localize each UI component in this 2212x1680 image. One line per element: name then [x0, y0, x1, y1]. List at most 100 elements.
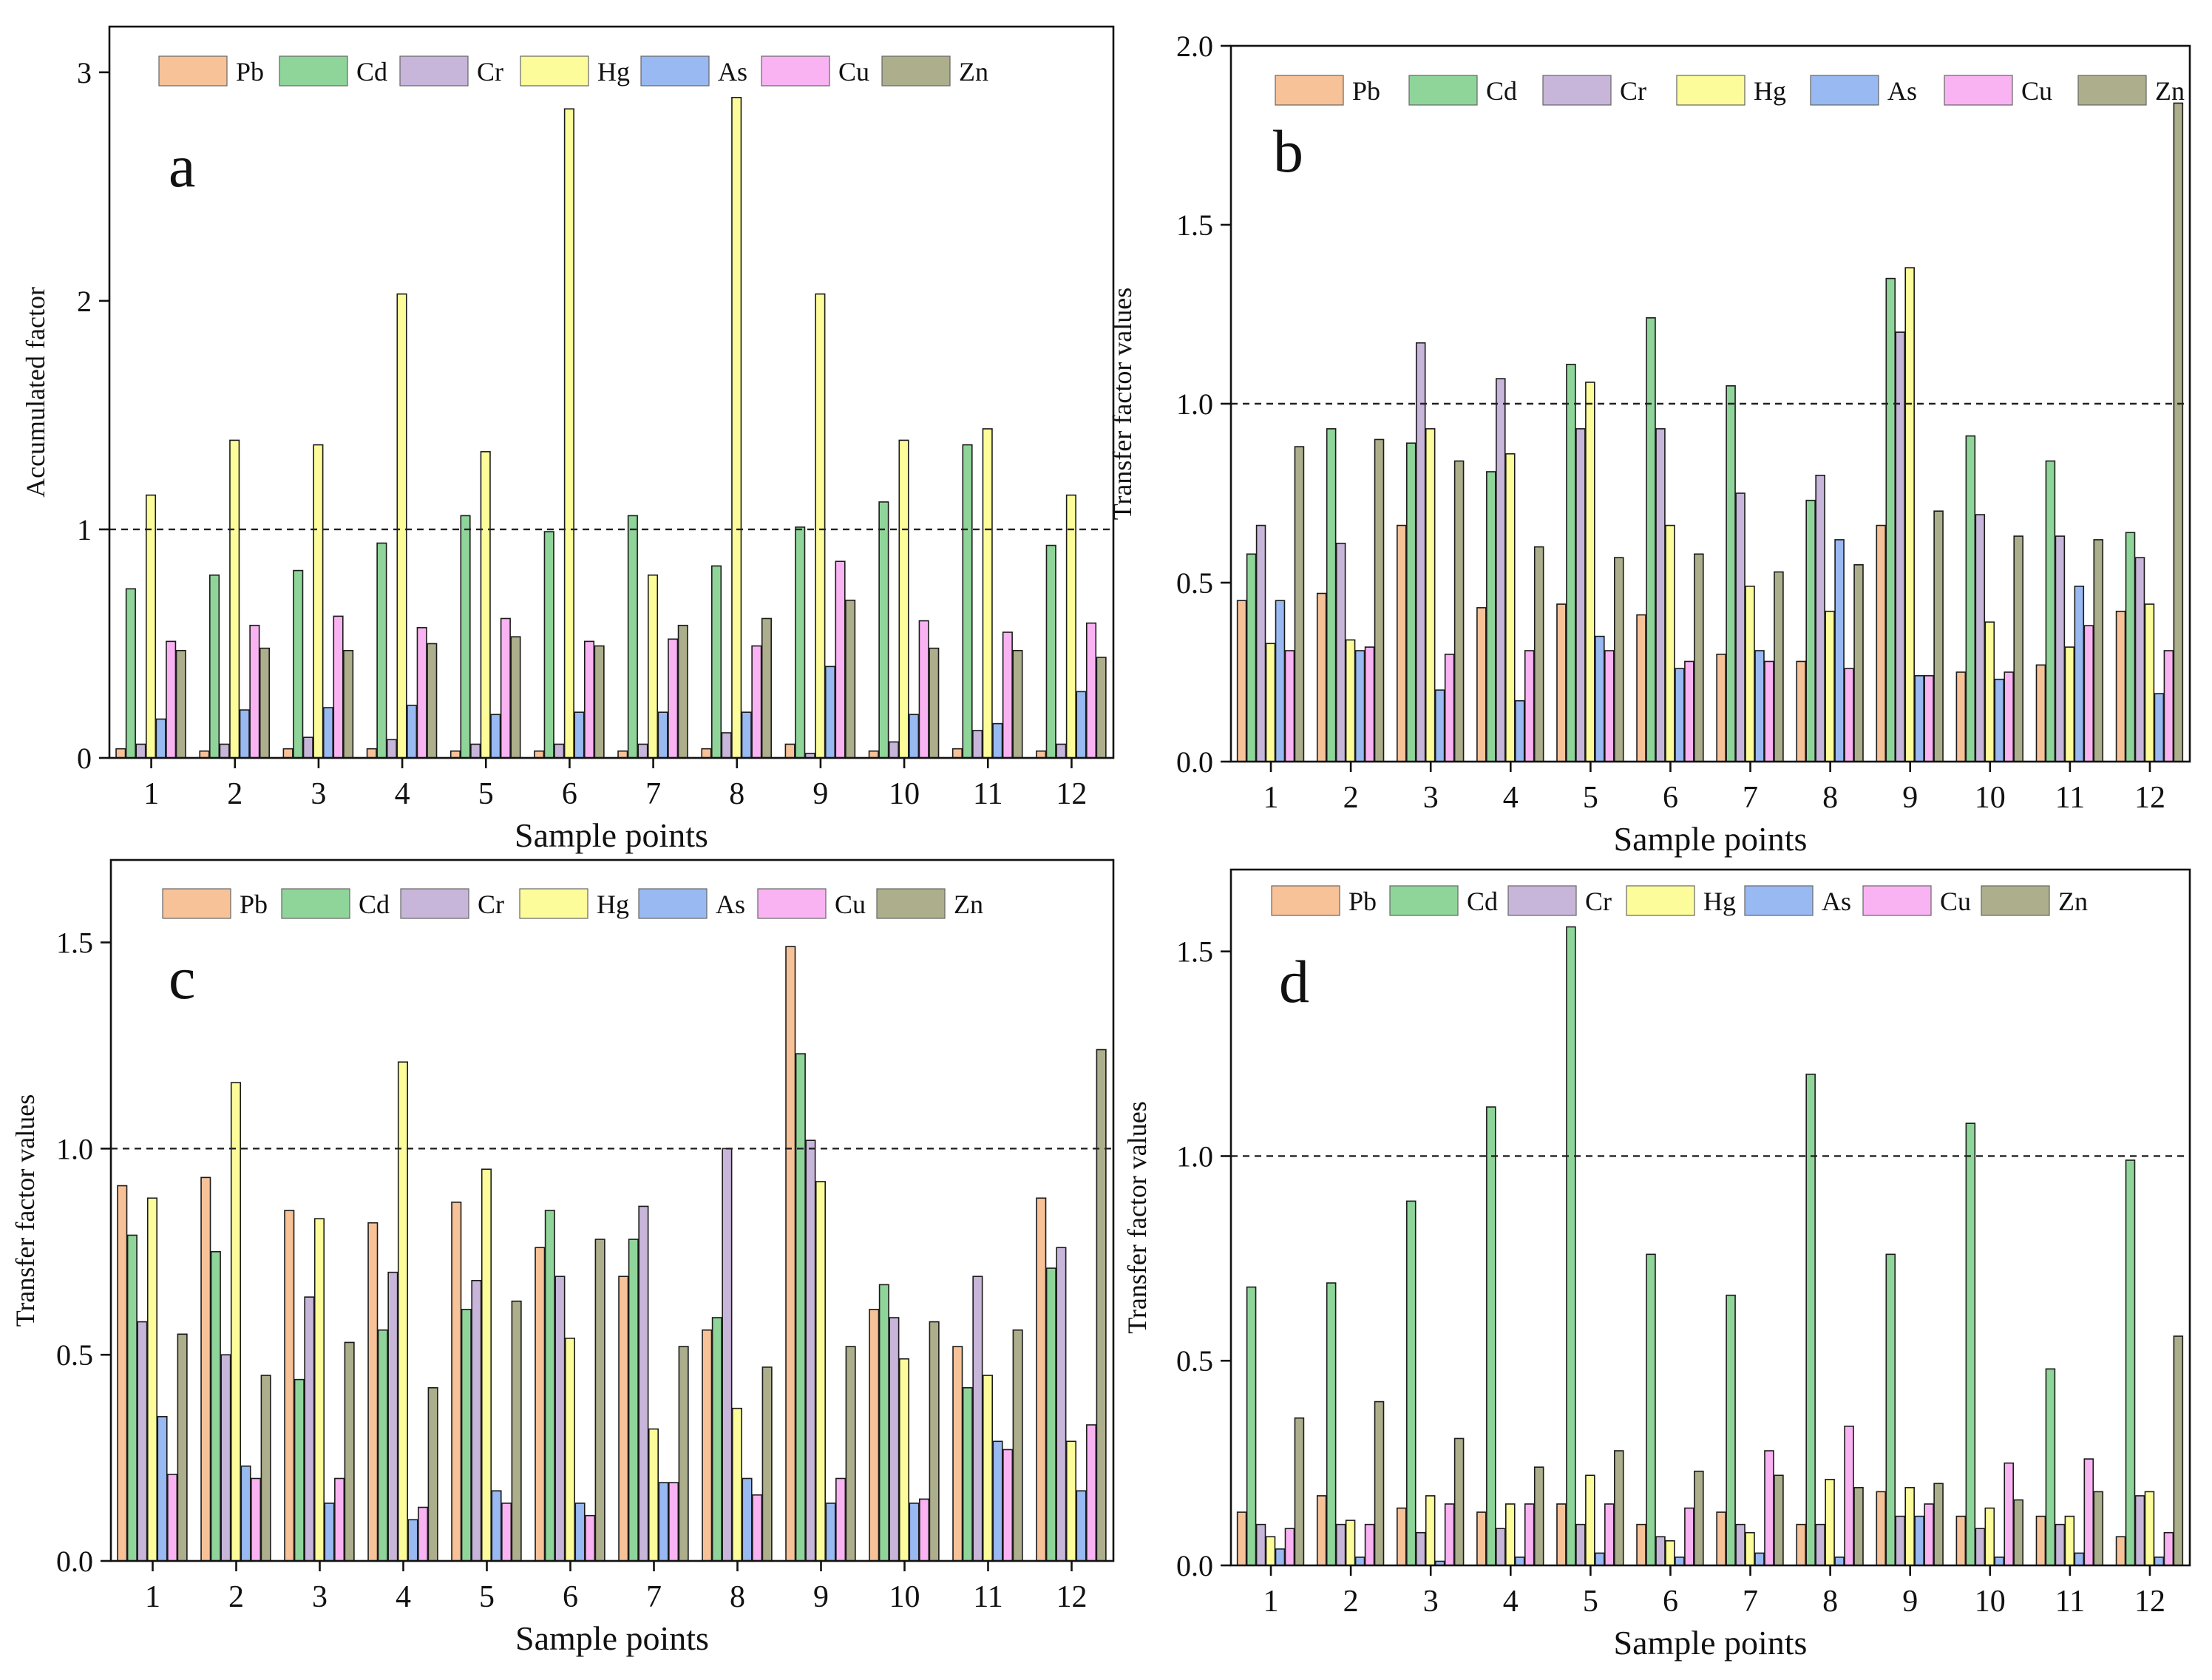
bar-pb-6 — [534, 750, 545, 759]
y-tick-label: 0.0 — [1176, 1549, 1213, 1582]
legend-label-hg: Hg — [1703, 887, 1736, 916]
x-tick-label: 11 — [2055, 1585, 2085, 1619]
bar-cu-5 — [1604, 1503, 1615, 1566]
bar-hg-9 — [1904, 267, 1915, 762]
bar-cu-9 — [835, 1477, 847, 1562]
bar-cu-3 — [1444, 653, 1455, 762]
bar-hg-10 — [1984, 621, 1995, 762]
bar-zn-5 — [510, 636, 521, 759]
bar-zn-4 — [427, 643, 438, 759]
bar-cr-10 — [889, 1317, 900, 1562]
legend-label-hg: Hg — [597, 890, 629, 919]
y-axis-label: Transfer factor values — [1107, 288, 1137, 521]
bar-cr-3 — [1415, 1531, 1426, 1566]
legend: Pb Cd Cr Hg As Cu Zn — [162, 888, 983, 919]
bar-zn-7 — [1774, 571, 1784, 762]
legend-label-zn: Zn — [2155, 76, 2185, 106]
bar-hg-6 — [1665, 524, 1675, 762]
y-axis-label: Transfer factor values — [1122, 1101, 1152, 1334]
bar-cr-10 — [888, 741, 899, 759]
bar-hg-9 — [815, 293, 826, 759]
bar-zn-4 — [427, 1386, 438, 1562]
bar-cu-6 — [1684, 660, 1694, 762]
bar-as-1 — [155, 718, 166, 759]
bar-zn-9 — [1933, 1483, 1944, 1566]
legend-label-pb: Pb — [240, 890, 268, 919]
bar-cr-9 — [1895, 1515, 1905, 1566]
bar-pb-7 — [1716, 653, 1726, 762]
bar-as-11 — [2074, 1552, 2085, 1566]
bar-cr-2 — [220, 1354, 231, 1562]
bar-hg-2 — [230, 1082, 242, 1562]
bar-cr-4 — [1496, 378, 1506, 762]
bar-as-5 — [490, 714, 501, 759]
bar-zn-7 — [678, 1346, 689, 1562]
legend-label-cr: Cr — [477, 57, 503, 87]
bar-pb-10 — [869, 1309, 880, 1562]
bar-cd-5 — [1566, 926, 1576, 1566]
bar-as-12 — [1076, 691, 1087, 759]
bar-zn-1 — [1294, 1417, 1305, 1566]
legend-swatch-cr — [400, 888, 469, 919]
bar-cu-5 — [501, 1503, 512, 1562]
bar-cu-1 — [166, 640, 177, 759]
panel-c: 0.00.51.01.51 2 3 4 5 6 7 8 9 10 11 12 c Sample poi… — [10, 858, 1115, 1657]
x-tick-label: 2 — [1343, 781, 1359, 815]
bar-hg-9 — [815, 1181, 826, 1562]
bar-pb-4 — [366, 748, 377, 759]
bar-cr-10 — [1975, 514, 1986, 762]
x-tick-label: 5 — [1583, 1585, 1598, 1619]
bar-cu-11 — [1002, 1449, 1014, 1562]
bar-cd-4 — [376, 542, 387, 759]
bar-cd-4 — [377, 1329, 388, 1562]
legend-label-cu: Cu — [2021, 76, 2052, 106]
panel-letter: a — [169, 132, 195, 200]
bar-as-8 — [1834, 1557, 1845, 1566]
bar-cd-8 — [1805, 499, 1816, 762]
bar-cu-12 — [1085, 622, 1097, 759]
bar-pb-9 — [1876, 524, 1887, 762]
bar-zn-9 — [1933, 510, 1944, 762]
bar-cd-5 — [461, 1309, 472, 1562]
bar-cu-9 — [835, 560, 846, 759]
bar-hg-1 — [1265, 643, 1276, 762]
x-tick-label: 12 — [2134, 1585, 2165, 1619]
bar-cd-9 — [1885, 1253, 1896, 1566]
legend-swatch-zn — [876, 888, 946, 919]
bar-pb-11 — [952, 1346, 963, 1562]
bar-as-4 — [1514, 700, 1525, 762]
x-tick-label: 9 — [812, 777, 828, 811]
bar-as-1 — [1275, 600, 1286, 762]
y-axis-label: Accumulated factor — [21, 287, 50, 498]
bar-cr-2 — [1335, 542, 1346, 762]
bar-hg-4 — [1505, 453, 1516, 762]
bar-pb-4 — [1476, 1511, 1487, 1566]
bar-cd-7 — [1726, 385, 1736, 762]
bar-hg-4 — [396, 293, 407, 759]
bar-zn-5 — [1614, 557, 1624, 762]
bar-cr-5 — [1575, 1523, 1586, 1566]
bar-zn-2 — [1374, 438, 1385, 762]
x-tick-label: 10 — [889, 1580, 920, 1614]
legend-label-cr: Cr — [1585, 887, 1612, 916]
bar-cu-1 — [167, 1474, 178, 1562]
bar-pb-12 — [2115, 610, 2126, 762]
y-tick-label: 0.5 — [1176, 1344, 1213, 1378]
bar-cu-10 — [2004, 671, 2014, 762]
bar-as-6 — [574, 1503, 586, 1562]
bar-cu-8 — [751, 645, 762, 759]
bar-hg-11 — [982, 1375, 993, 1562]
bar-hg-12 — [1065, 1440, 1076, 1562]
bar-cu-11 — [2083, 625, 2094, 762]
legend-swatch-hg — [1626, 885, 1695, 916]
bar-cd-11 — [2045, 1368, 2056, 1566]
bar-as-10 — [1994, 678, 2005, 762]
bar-zn-8 — [1853, 1487, 1864, 1566]
bar-pb-3 — [284, 1210, 295, 1562]
bar-cr-12 — [2134, 1495, 2145, 1566]
bar-pb-5 — [449, 750, 461, 759]
bar-cr-7 — [638, 1205, 649, 1562]
bar-cu-10 — [2004, 1462, 2014, 1566]
bar-cu-7 — [1764, 660, 1774, 762]
